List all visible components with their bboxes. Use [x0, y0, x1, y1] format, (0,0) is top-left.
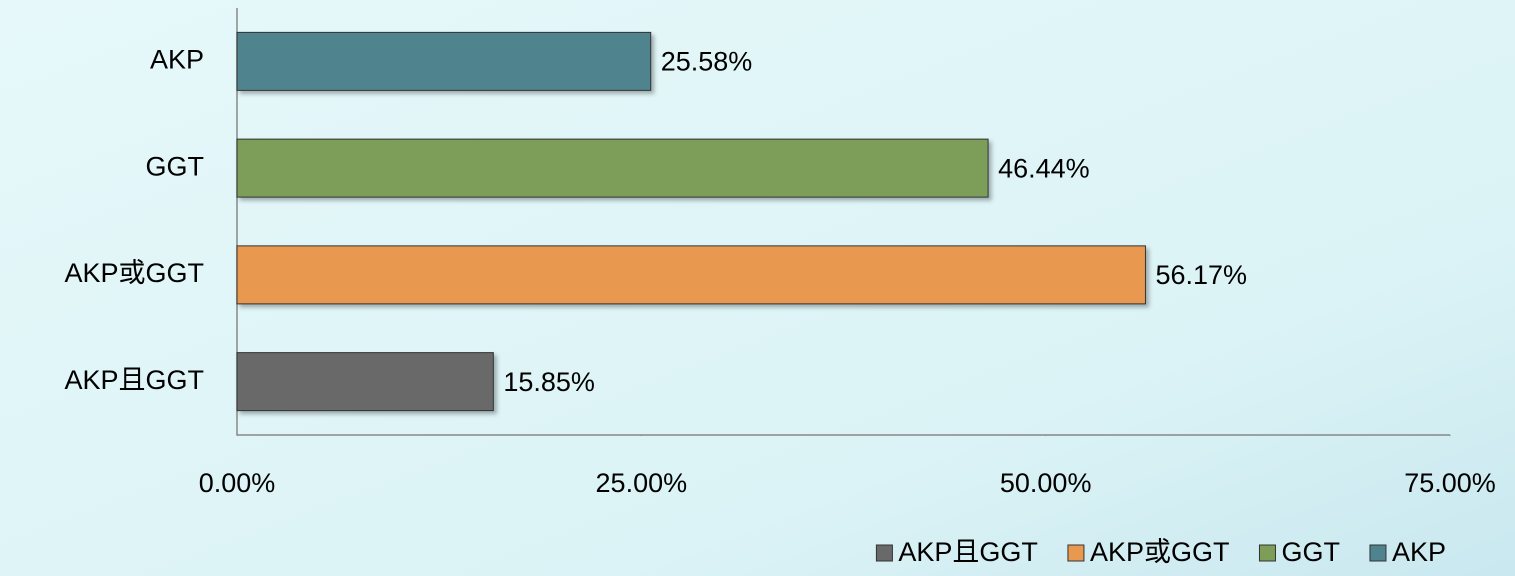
y-tick-label: AKP — [150, 45, 204, 75]
data-label: 25.58% — [661, 47, 753, 77]
y-tick-label: AKP且GGT — [64, 365, 204, 395]
bar — [236, 352, 494, 412]
legend-label: AKP且GGT — [898, 537, 1038, 567]
legend-swatch — [1067, 544, 1085, 562]
legend: AKP且GGT AKP或GGT GGT AKP — [875, 537, 1446, 567]
y-tick-label: GGT — [146, 151, 205, 181]
bar — [236, 138, 989, 198]
legend-label: AKP或GGT — [1090, 537, 1230, 567]
bar — [236, 31, 652, 91]
data-label: 56.17% — [1155, 260, 1247, 290]
legend-label: GGT — [1281, 537, 1340, 567]
x-tick-label: 50.00% — [1000, 468, 1092, 498]
data-label: 46.44% — [998, 153, 1090, 183]
legend-label: AKP — [1392, 537, 1446, 567]
legend-swatch — [1258, 544, 1276, 562]
x-tick-label: 25.00% — [596, 468, 688, 498]
x-tick-label: 75.00% — [1404, 468, 1496, 498]
y-tick-label: AKP或GGT — [64, 258, 204, 288]
x-tick-label: 0.00% — [199, 468, 276, 498]
data-label: 15.85% — [503, 367, 595, 397]
bar — [236, 245, 1146, 305]
legend-swatch — [875, 544, 893, 562]
legend-swatch — [1369, 544, 1387, 562]
